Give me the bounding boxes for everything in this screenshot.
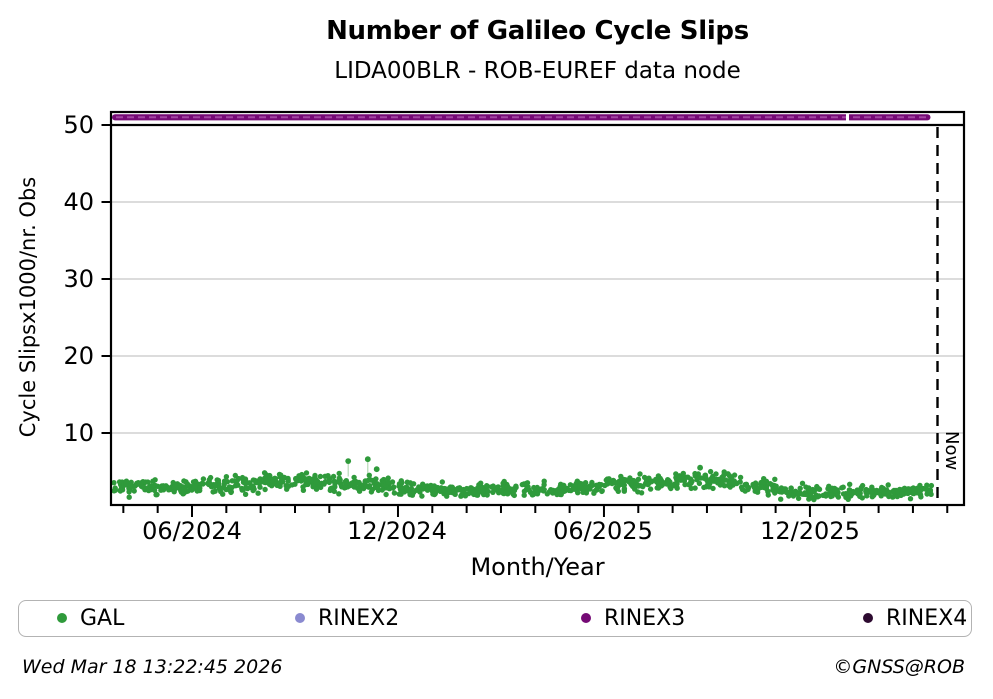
x-tick-label-dec2025: 12/2025: [760, 517, 860, 545]
y-tick-label-40: 40: [63, 188, 94, 216]
plot-timestamp: Wed Mar 18 13:22:45 2026: [22, 656, 283, 678]
y-tick-label-10: 10: [63, 419, 94, 447]
y-tick-label-50: 50: [63, 111, 94, 139]
legend-label-rinex4: RINEX4: [886, 605, 968, 631]
legend-item-rinex3: RINEX3: [581, 601, 685, 635]
now-marker-label: Now: [941, 431, 962, 471]
legend-label-rinex2: RINEX2: [318, 605, 400, 631]
legend-label-rinex3: RINEX3: [604, 605, 686, 631]
x-axis-ticks: [122, 506, 949, 517]
chart-title: Number of Galileo Cycle Slips: [326, 16, 749, 46]
y-tick-label-30: 30: [63, 265, 94, 293]
rinex3-line: [112, 113, 931, 122]
legend-item-gal: GAL: [57, 601, 124, 635]
legend-item-rinex4: RINEX4: [863, 601, 967, 635]
x-axis-title: Month/Year: [470, 553, 605, 581]
y-tick-label-20: 20: [63, 342, 94, 370]
chart-legend: GAL RINEX2 RINEX3 RINEX4: [18, 600, 972, 637]
gal-outlier-stems: [347, 459, 369, 477]
y-axis-title: Cycle Slipsx1000/nr. Obs: [16, 176, 40, 438]
plot-credit: ©GNSS@ROB: [833, 656, 965, 678]
chart-subtitle: LIDA00BLR - ROB-EUREF data node: [334, 58, 741, 84]
plot-frame: [109, 110, 966, 507]
x-tick-label-dec2024: 12/2024: [347, 517, 447, 545]
gal-dot-icon: [57, 613, 67, 623]
gal-scatter-points: [111, 456, 935, 503]
y-axis-ticks: [101, 124, 111, 435]
rinex2-dot-icon: [295, 613, 305, 623]
legend-label-gal: GAL: [80, 605, 125, 631]
x-tick-label-jun2025: 06/2025: [553, 517, 653, 545]
x-tick-label-jun2024: 06/2024: [142, 517, 242, 545]
rinex3-dot-icon: [581, 613, 591, 623]
legend-item-rinex2: RINEX2: [295, 601, 399, 635]
y-gridlines: [111, 201, 964, 434]
rinex4-dot-icon: [863, 613, 873, 623]
